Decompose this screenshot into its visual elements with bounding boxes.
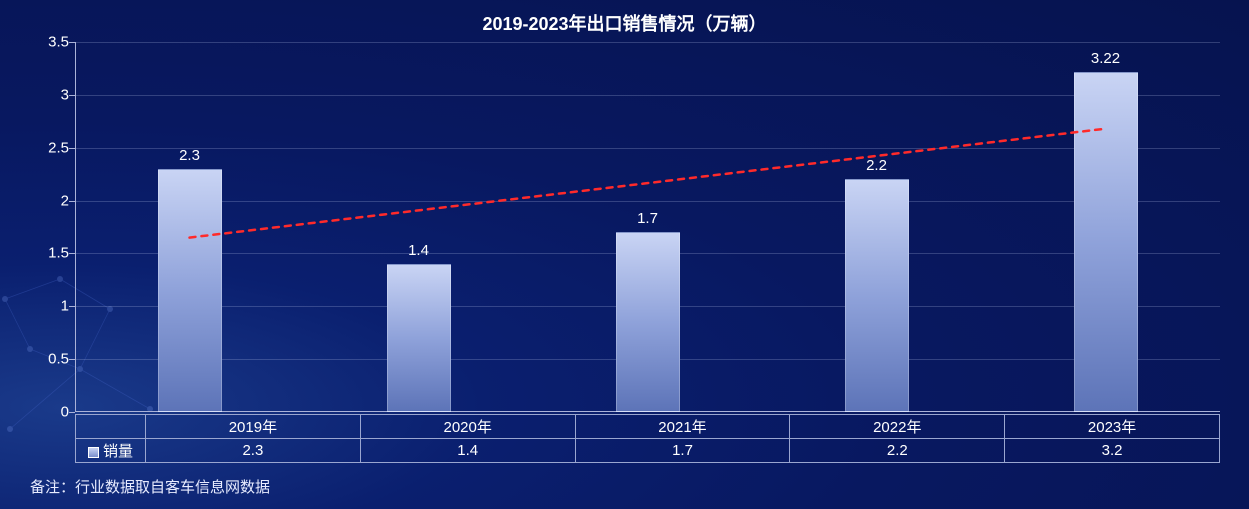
y-tick-label: 3.5 [29, 34, 69, 51]
y-tickmark [69, 412, 75, 413]
data-table: 2019年2020年2021年2022年2023年销量 2.31.41.72.23… [75, 414, 1220, 463]
bar: 1.7 [616, 232, 680, 412]
bar-value-label: 1.4 [408, 242, 429, 259]
y-tickmark [69, 148, 75, 149]
y-tickmark [69, 306, 75, 307]
bar-value-label: 3.22 [1091, 50, 1120, 67]
bar: 2.3 [158, 169, 222, 412]
grid-line [75, 201, 1220, 202]
table-value-cell: 1.4 [360, 439, 575, 463]
bar-value-label: 2.3 [179, 147, 200, 164]
bar: 2.2 [845, 179, 909, 412]
y-tick-label: 3 [29, 86, 69, 103]
bar: 1.4 [387, 264, 451, 412]
y-tickmark [69, 359, 75, 360]
y-tick-label: 1 [29, 298, 69, 315]
table-value-cell: 2.2 [790, 439, 1005, 463]
chart-container: 00.511.522.533.5 2.31.41.72.23.22 2019年2… [30, 30, 1220, 440]
table-category-cell: 2019年 [146, 415, 361, 439]
bar: 3.22 [1074, 72, 1138, 412]
plot-area: 2.3 1.4 1.7 2.2 3.22 [75, 42, 1220, 412]
y-tickmark [69, 253, 75, 254]
grid-line [75, 148, 1220, 149]
grid-line [75, 42, 1220, 43]
series-label-text: 销量 [103, 443, 133, 460]
table-series-label: 销量 [76, 439, 146, 463]
y-tickmark [69, 201, 75, 202]
table-value-cell: 2.3 [146, 439, 361, 463]
table-corner [76, 415, 146, 439]
bar-value-label: 2.2 [866, 157, 887, 174]
bar-value-label: 1.7 [637, 210, 658, 227]
y-tick-label: 2 [29, 192, 69, 209]
y-axis: 00.511.522.533.5 [30, 42, 75, 412]
y-tick-label: 1.5 [29, 245, 69, 262]
y-tickmark [69, 95, 75, 96]
legend-swatch-icon [88, 447, 99, 458]
grid-line [75, 95, 1220, 96]
footnote: 备注：行业数据取自客车信息网数据 [30, 476, 270, 497]
table-category-cell: 2021年 [575, 415, 790, 439]
table-category-cell: 2022年 [790, 415, 1005, 439]
y-tick-label: 2.5 [29, 139, 69, 156]
y-axis-line [75, 42, 76, 412]
y-tick-label: 0.5 [29, 351, 69, 368]
table-category-cell: 2023年 [1005, 415, 1220, 439]
table-value-cell: 1.7 [575, 439, 790, 463]
y-tickmark [69, 42, 75, 43]
table-value-cell: 3.2 [1005, 439, 1220, 463]
table-category-cell: 2020年 [360, 415, 575, 439]
y-tick-label: 0 [29, 404, 69, 421]
